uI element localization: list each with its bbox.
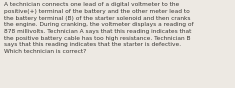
Text: A technician connects one lead of a digital voltmeter to the
positive(+) termina: A technician connects one lead of a digi… bbox=[4, 2, 194, 54]
